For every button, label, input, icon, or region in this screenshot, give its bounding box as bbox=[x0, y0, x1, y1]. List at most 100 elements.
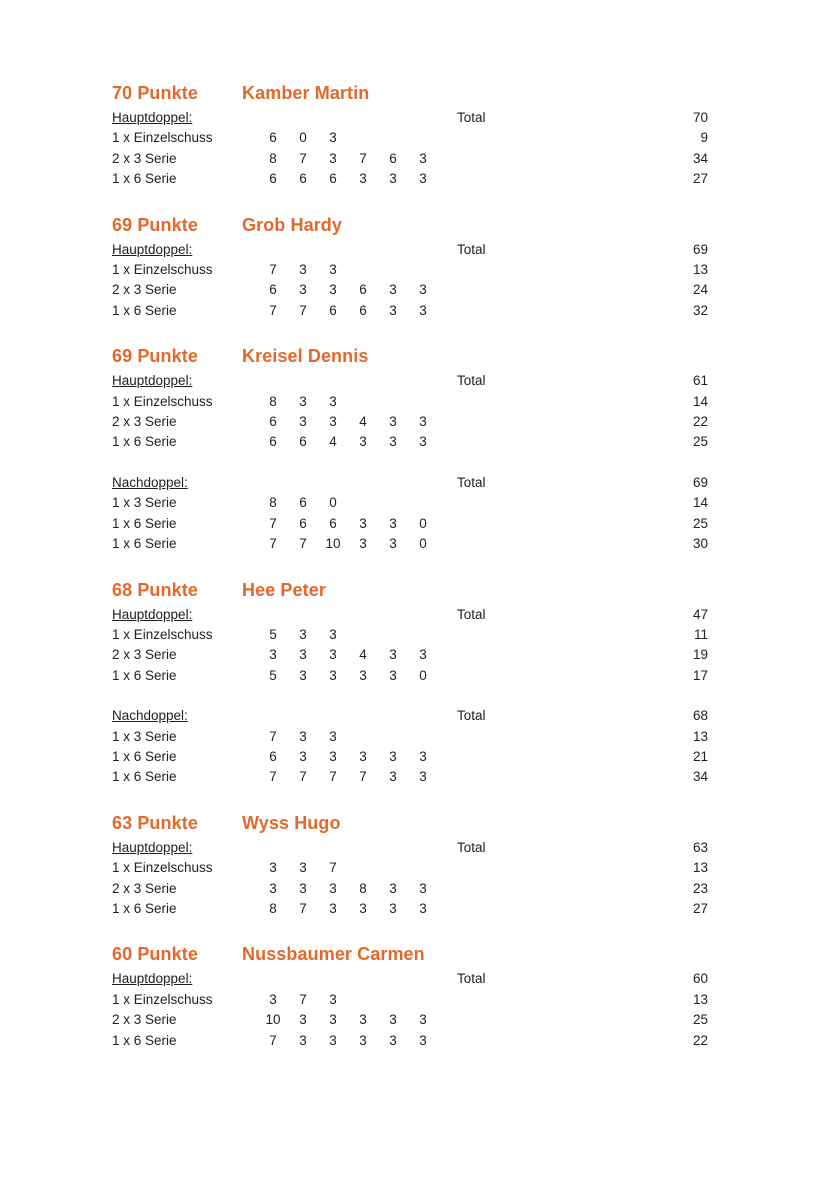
group-total-value: 61 bbox=[692, 373, 708, 389]
score-row: 2 x 3 Serie 3 3 3 8 3 3 23 bbox=[112, 879, 708, 899]
shot-value bbox=[378, 625, 408, 645]
score-group: Hauptdoppel: Total 61 1 x Einzelschuss 8… bbox=[112, 371, 708, 453]
shot-value: 7 bbox=[359, 150, 367, 166]
discipline-label: 1 x Einzelschuss bbox=[112, 626, 213, 642]
shot-value: 4 bbox=[359, 414, 367, 430]
score-row: 1 x 6 Serie 6 6 6 3 3 3 27 bbox=[112, 169, 708, 189]
shot-value: 3 bbox=[359, 667, 367, 683]
shot-value: 6 bbox=[299, 434, 307, 450]
shot-value: 3 bbox=[419, 880, 427, 896]
discipline-label: 1 x Einzelschuss bbox=[112, 393, 213, 409]
group-total-value: 70 bbox=[692, 110, 708, 125]
score-group: Nachdoppel: Total 68 1 x 3 Serie 7 3 3 1… bbox=[112, 706, 708, 788]
shot-value: 3 bbox=[389, 515, 397, 531]
shot-value: 6 bbox=[269, 282, 277, 298]
shot-value bbox=[408, 493, 438, 513]
shot-value: 3 bbox=[359, 515, 367, 531]
row-sum: 25 bbox=[692, 434, 708, 450]
shot-value: 3 bbox=[359, 748, 367, 764]
total-label: Total bbox=[457, 110, 486, 125]
shot-value: 3 bbox=[419, 900, 427, 916]
shot-value: 7 bbox=[269, 769, 277, 785]
group-title: Hauptdoppel: bbox=[112, 373, 193, 389]
shot-value: 3 bbox=[299, 728, 307, 744]
group-title: Nachdoppel: bbox=[112, 474, 188, 490]
shot-value bbox=[408, 128, 438, 148]
player-section: 63 Punkte Wyss Hugo Hauptdoppel: Total 6… bbox=[112, 812, 708, 920]
points-heading: 70 Punkte bbox=[112, 83, 198, 103]
shot-value: 0 bbox=[329, 495, 337, 511]
shot-value: 0 bbox=[299, 130, 307, 146]
shot-value: 7 bbox=[269, 302, 277, 318]
score-group: Hauptdoppel: Total 63 1 x Einzelschuss 3… bbox=[112, 838, 708, 920]
group-title: Hauptdoppel: bbox=[112, 971, 193, 987]
discipline-label: 1 x 6 Serie bbox=[112, 536, 177, 552]
discipline-label: 1 x 6 Serie bbox=[112, 667, 177, 683]
score-row: 1 x Einzelschuss 3 7 3 13 bbox=[112, 990, 708, 1010]
group-header-row: Hauptdoppel: Total 60 bbox=[112, 969, 708, 989]
shot-value: 3 bbox=[329, 130, 337, 146]
shot-value bbox=[408, 392, 438, 412]
shot-value: 0 bbox=[419, 536, 427, 552]
shot-value: 7 bbox=[299, 991, 307, 1007]
discipline-label: 1 x Einzelschuss bbox=[112, 130, 213, 146]
shot-value: 3 bbox=[389, 1012, 397, 1028]
results-list: 70 Punkte Kamber Martin Hauptdoppel: Tot… bbox=[112, 82, 708, 1051]
shot-value: 6 bbox=[389, 150, 397, 166]
section-heading: 70 Punkte Kamber Martin bbox=[112, 82, 708, 104]
shot-value: 3 bbox=[329, 647, 337, 663]
shot-value: 3 bbox=[299, 1012, 307, 1028]
shot-value: 3 bbox=[389, 748, 397, 764]
score-row: 1 x Einzelschuss 6 0 3 9 bbox=[112, 128, 708, 148]
group-header-row: Hauptdoppel: Total 61 bbox=[112, 371, 708, 391]
shot-value bbox=[348, 128, 378, 148]
score-group: Nachdoppel: Total 69 1 x 3 Serie 8 6 0 1… bbox=[112, 473, 708, 555]
group-title: Hauptdoppel: bbox=[112, 839, 193, 855]
score-group: Hauptdoppel: Total 60 1 x Einzelschuss 3… bbox=[112, 969, 708, 1051]
points-heading: 60 Punkte bbox=[112, 944, 198, 965]
shot-value: 8 bbox=[269, 900, 277, 916]
group-header-row: Nachdoppel: Total 68 bbox=[112, 706, 708, 726]
row-sum: 32 bbox=[692, 302, 708, 318]
shot-value: 6 bbox=[269, 171, 277, 187]
points-heading: 63 Punkte bbox=[112, 812, 198, 833]
player-name: Grob Hardy bbox=[242, 214, 343, 235]
shot-value bbox=[348, 990, 378, 1010]
shot-value: 3 bbox=[299, 667, 307, 683]
shot-value bbox=[348, 625, 378, 645]
shot-value: 3 bbox=[419, 150, 427, 166]
section-heading: 63 Punkte Wyss Hugo bbox=[112, 812, 708, 834]
row-sum: 19 bbox=[692, 647, 708, 663]
shot-value bbox=[348, 392, 378, 412]
shot-value: 3 bbox=[299, 393, 307, 409]
shot-value: 4 bbox=[359, 647, 367, 663]
group-header-row: Hauptdoppel: Total 70 bbox=[112, 108, 708, 128]
discipline-label: 2 x 3 Serie bbox=[112, 414, 177, 430]
shot-value: 6 bbox=[299, 171, 307, 187]
shot-value: 6 bbox=[269, 130, 277, 146]
shot-value: 3 bbox=[329, 1032, 337, 1048]
shot-value: 3 bbox=[299, 262, 307, 278]
group-total-value: 69 bbox=[692, 241, 708, 257]
score-row: 1 x 6 Serie 7 7 6 6 3 3 32 bbox=[112, 301, 708, 321]
shot-value: 3 bbox=[329, 748, 337, 764]
shot-value bbox=[378, 128, 408, 148]
points-heading: 69 Punkte bbox=[112, 346, 198, 367]
shot-value bbox=[348, 727, 378, 747]
shot-value: 3 bbox=[419, 748, 427, 764]
shot-value bbox=[378, 727, 408, 747]
score-row: 1 x Einzelschuss 5 3 3 11 bbox=[112, 625, 708, 645]
shot-value: 7 bbox=[329, 769, 337, 785]
shot-value bbox=[408, 990, 438, 1010]
shot-value: 3 bbox=[419, 414, 427, 430]
discipline-label: 2 x 3 Serie bbox=[112, 1012, 177, 1028]
row-sum: 27 bbox=[692, 171, 708, 187]
row-sum: 13 bbox=[692, 991, 708, 1007]
section-heading: 69 Punkte Grob Hardy bbox=[112, 214, 708, 236]
shot-value: 7 bbox=[359, 769, 367, 785]
score-row: 2 x 3 Serie 3 3 3 4 3 3 19 bbox=[112, 645, 708, 665]
shot-value bbox=[378, 493, 408, 513]
group-header-row: Hauptdoppel: Total 63 bbox=[112, 838, 708, 858]
discipline-label: 2 x 3 Serie bbox=[112, 282, 177, 298]
